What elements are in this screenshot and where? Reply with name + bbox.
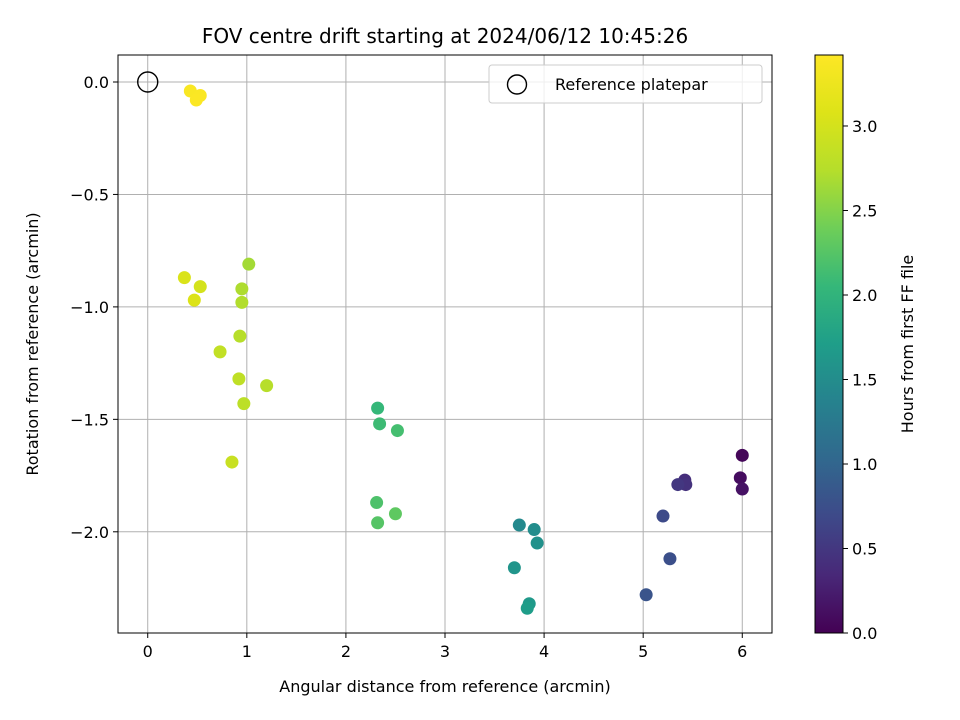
data-point: [733, 471, 747, 485]
y-axis-label: Rotation from reference (arcmin): [23, 212, 42, 475]
x-tick-label: 3: [440, 642, 450, 661]
colorbar-ticks: 0.0 0.5 1.0 1.5 2.0 2.5 3.0: [843, 117, 877, 643]
legend-label-reference-platepar: Reference platepar: [555, 75, 708, 94]
colorbar: 0.0 0.5 1.0 1.5 2.0 2.5 3.0 Hours from first F…: [814, 54, 917, 643]
colorbar-tick-label: 3.0: [852, 117, 877, 136]
data-point: [213, 345, 227, 359]
data-point: [530, 536, 544, 550]
data-point: [193, 280, 207, 294]
data-point: [671, 478, 685, 492]
data-point: [371, 401, 385, 415]
colorbar-tick-label: 0.5: [852, 539, 877, 558]
data-point: [371, 516, 385, 530]
x-tick-label: 6: [737, 642, 747, 661]
x-tick-label: 0: [143, 642, 153, 661]
x-tick-label: 2: [341, 642, 351, 661]
grid: [118, 55, 772, 633]
y-tick-label: 0.0: [84, 73, 109, 92]
legend: Reference platepar: [488, 64, 763, 104]
x-tick-label: 5: [638, 642, 648, 661]
colorbar-label: Hours from first FF file: [898, 255, 917, 434]
data-point: [527, 523, 541, 537]
data-points: [137, 71, 749, 615]
colorbar-tick-label: 1.5: [852, 370, 877, 389]
data-point: [232, 372, 246, 386]
data-point: [370, 496, 384, 510]
legend-open-circle-marker: [506, 74, 528, 95]
colorbar-tick-label: 2.5: [852, 201, 877, 220]
data-point: [390, 424, 404, 438]
reference-platepar-point: [137, 71, 159, 93]
data-point: [235, 295, 249, 309]
data-point: [735, 448, 749, 462]
y-tick-label: −2.0: [70, 523, 109, 542]
data-point: [177, 271, 191, 285]
data-point: [507, 561, 521, 575]
data-point: [235, 282, 249, 296]
data-point: [237, 397, 251, 411]
data-point: [735, 482, 749, 496]
data-point: [189, 93, 203, 107]
chart-title: FOV centre drift starting at 2024/06/12 …: [202, 24, 688, 48]
data-point: [388, 507, 402, 521]
data-point: [373, 417, 387, 431]
data-point: [187, 293, 201, 307]
y-tick-label: −0.5: [70, 185, 109, 204]
colorbar-gradient: [814, 54, 844, 634]
data-point: [512, 518, 526, 532]
data-point: [260, 379, 274, 393]
colorbar-tick-label: 2.0: [852, 286, 877, 305]
data-point: [242, 257, 256, 271]
data-point: [656, 509, 670, 523]
x-axis-label: Angular distance from reference (arcmin): [279, 677, 610, 696]
data-point: [520, 601, 534, 615]
y-tick-label: −1.0: [70, 298, 109, 317]
colorbar-tick-label: 0.0: [852, 624, 877, 643]
data-point: [639, 588, 653, 602]
y-axis: 0.0 −0.5 −1.0 −1.5 −2.0: [70, 73, 118, 542]
x-axis: 0 1 2 3 4 5 6: [143, 633, 747, 661]
legend-box: [488, 64, 763, 104]
y-tick-label: −1.5: [70, 410, 109, 429]
data-point: [663, 552, 677, 566]
x-tick-label: 4: [539, 642, 549, 661]
x-tick-label: 1: [242, 642, 252, 661]
data-point: [233, 329, 247, 343]
data-point: [225, 455, 239, 469]
colorbar-tick-label: 1.0: [852, 455, 877, 474]
